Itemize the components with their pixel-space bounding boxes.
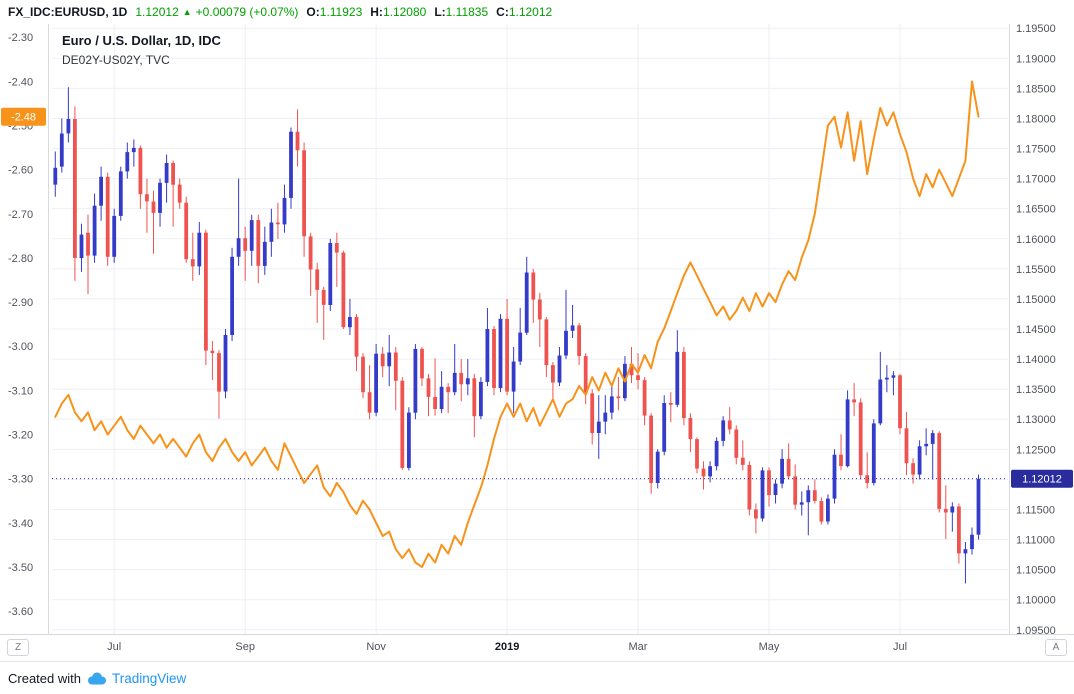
symbol-title[interactable]: FX_IDC:EURUSD, 1D [8, 5, 128, 19]
svg-text:1.16500: 1.16500 [1016, 204, 1056, 216]
right-axis-labels[interactable]: 1.19500 1.19000 1.18500 1.18000 1.17500 1.170… [1016, 24, 1056, 634]
svg-text:-2.30: -2.30 [8, 32, 33, 44]
left-axis-badge: -2.48 [1, 107, 46, 126]
svg-text:1.15000: 1.15000 [1016, 294, 1056, 306]
svg-text:-3.50: -3.50 [8, 562, 33, 574]
right-axis-badge: 1.12012 [1011, 469, 1073, 488]
svg-text:-3.40: -3.40 [8, 518, 33, 530]
svg-text:1.17500: 1.17500 [1016, 144, 1056, 156]
svg-text:1.10500: 1.10500 [1016, 565, 1056, 577]
time-axis-label: Mar [628, 641, 648, 653]
time-axis-label: Jul [107, 641, 122, 653]
tradingview-wordmark: TradingView [111, 670, 187, 686]
time-axis-label: 2019 [494, 641, 520, 653]
up-arrow-icon: ▲ [182, 7, 192, 17]
svg-text:1.17000: 1.17000 [1016, 174, 1056, 186]
svg-text:-3.10: -3.10 [8, 385, 33, 397]
svg-text:1.12012: 1.12012 [1022, 474, 1062, 486]
svg-text:1.16000: 1.16000 [1016, 234, 1056, 246]
price-change: +0.00079 (+0.07%) [195, 5, 299, 19]
svg-text:1.18500: 1.18500 [1016, 83, 1056, 95]
auto-scale-button[interactable]: A [1045, 639, 1067, 656]
time-axis-label: Nov [366, 641, 386, 653]
svg-text:1.13000: 1.13000 [1016, 414, 1056, 426]
svg-text:1.10000: 1.10000 [1016, 595, 1056, 607]
svg-text:1.11000: 1.11000 [1016, 535, 1055, 547]
time-axis-label: May [758, 641, 780, 653]
high-readout: H: 1.12080 [370, 5, 427, 19]
last-price: 1.12012 [135, 5, 179, 19]
timezone-button[interactable]: Z [7, 639, 29, 656]
close-readout: C: 1.12012 [496, 5, 553, 19]
svg-text:-3.20: -3.20 [8, 430, 33, 442]
legend-overlay-series[interactable]: DE02Y-US02Y, TVC [62, 53, 170, 68]
cloud-icon [87, 672, 106, 684]
svg-text:1.19500: 1.19500 [1016, 24, 1056, 35]
created-with-text: Created with [8, 670, 81, 686]
attribution-footer: Created with TradingView [0, 661, 1074, 694]
svg-text:-2.70: -2.70 [8, 209, 33, 221]
time-axis-label: Sep [235, 641, 255, 653]
svg-text:1.09500: 1.09500 [1016, 625, 1056, 634]
svg-text:1.12500: 1.12500 [1016, 444, 1056, 456]
svg-text:1.11500: 1.11500 [1016, 505, 1055, 517]
svg-text:1.19000: 1.19000 [1016, 53, 1056, 65]
symbol-info-bar: FX_IDC:EURUSD, 1D 1.12012 ▲ +0.00079 (+0… [0, 0, 1074, 24]
svg-text:1.13500: 1.13500 [1016, 384, 1056, 396]
svg-text:1.18000: 1.18000 [1016, 113, 1056, 125]
svg-text:-2.48: -2.48 [11, 112, 36, 124]
time-axis-label: Jul [892, 641, 908, 653]
open-readout: O: 1.11923 [306, 5, 363, 19]
price-chart[interactable]: -2.30-2.40-2.50-2.60-2.70-2.80-2.90-3.00… [0, 24, 1074, 634]
legend-main-series[interactable]: Euro / U.S. Dollar, 1D, IDC [62, 33, 221, 48]
spread-line-series[interactable] [54, 80, 980, 568]
svg-text:-3.60: -3.60 [8, 606, 33, 618]
time-axis[interactable]: Z A Jul Sep Nov 2019 Mar May Jul [0, 634, 1074, 661]
svg-text:-2.40: -2.40 [8, 76, 33, 88]
svg-text:-3.00: -3.00 [8, 341, 33, 353]
grid [52, 24, 1008, 634]
tradingview-logo[interactable]: TradingView [86, 671, 186, 686]
svg-text:1.15500: 1.15500 [1016, 264, 1056, 276]
candlestick-series[interactable] [53, 87, 981, 584]
svg-text:-3.30: -3.30 [8, 474, 33, 486]
low-readout: L: 1.11835 [434, 5, 489, 19]
svg-text:-2.80: -2.80 [8, 253, 33, 265]
svg-text:-2.60: -2.60 [8, 165, 33, 177]
svg-text:1.14500: 1.14500 [1016, 324, 1056, 336]
chart-legend: Euro / U.S. Dollar, 1D, IDC DE02Y-US02Y,… [62, 31, 221, 70]
svg-text:-2.90: -2.90 [8, 297, 33, 309]
svg-text:1.14000: 1.14000 [1016, 354, 1056, 366]
